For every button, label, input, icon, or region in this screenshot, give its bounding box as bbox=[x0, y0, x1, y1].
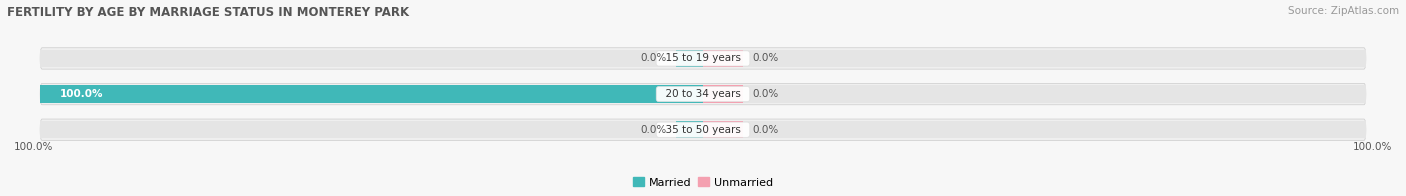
Bar bbox=[703, 50, 1365, 67]
Bar bbox=[703, 121, 742, 139]
Bar bbox=[41, 85, 703, 103]
Text: 0.0%: 0.0% bbox=[752, 89, 779, 99]
Legend: Married, Unmarried: Married, Unmarried bbox=[628, 173, 778, 192]
FancyBboxPatch shape bbox=[41, 119, 1365, 140]
Text: Source: ZipAtlas.com: Source: ZipAtlas.com bbox=[1288, 6, 1399, 16]
Text: 0.0%: 0.0% bbox=[640, 54, 666, 64]
Text: 100.0%: 100.0% bbox=[14, 142, 53, 152]
Bar bbox=[703, 121, 1365, 139]
Text: 20 to 34 years: 20 to 34 years bbox=[659, 89, 747, 99]
Bar bbox=[41, 85, 703, 103]
Text: 100.0%: 100.0% bbox=[60, 89, 104, 99]
Bar bbox=[676, 50, 703, 67]
FancyBboxPatch shape bbox=[41, 48, 1365, 69]
Text: FERTILITY BY AGE BY MARRIAGE STATUS IN MONTEREY PARK: FERTILITY BY AGE BY MARRIAGE STATUS IN M… bbox=[7, 6, 409, 19]
Text: 100.0%: 100.0% bbox=[1353, 142, 1392, 152]
Text: 0.0%: 0.0% bbox=[752, 125, 779, 135]
Text: 0.0%: 0.0% bbox=[752, 54, 779, 64]
Bar bbox=[703, 50, 742, 67]
Bar bbox=[41, 50, 703, 67]
Bar bbox=[703, 85, 1365, 103]
Text: 35 to 50 years: 35 to 50 years bbox=[659, 125, 747, 135]
Text: 0.0%: 0.0% bbox=[640, 125, 666, 135]
Bar bbox=[703, 85, 742, 103]
Bar bbox=[676, 121, 703, 139]
FancyBboxPatch shape bbox=[41, 83, 1365, 105]
Text: 15 to 19 years: 15 to 19 years bbox=[659, 54, 747, 64]
Bar bbox=[41, 121, 703, 139]
